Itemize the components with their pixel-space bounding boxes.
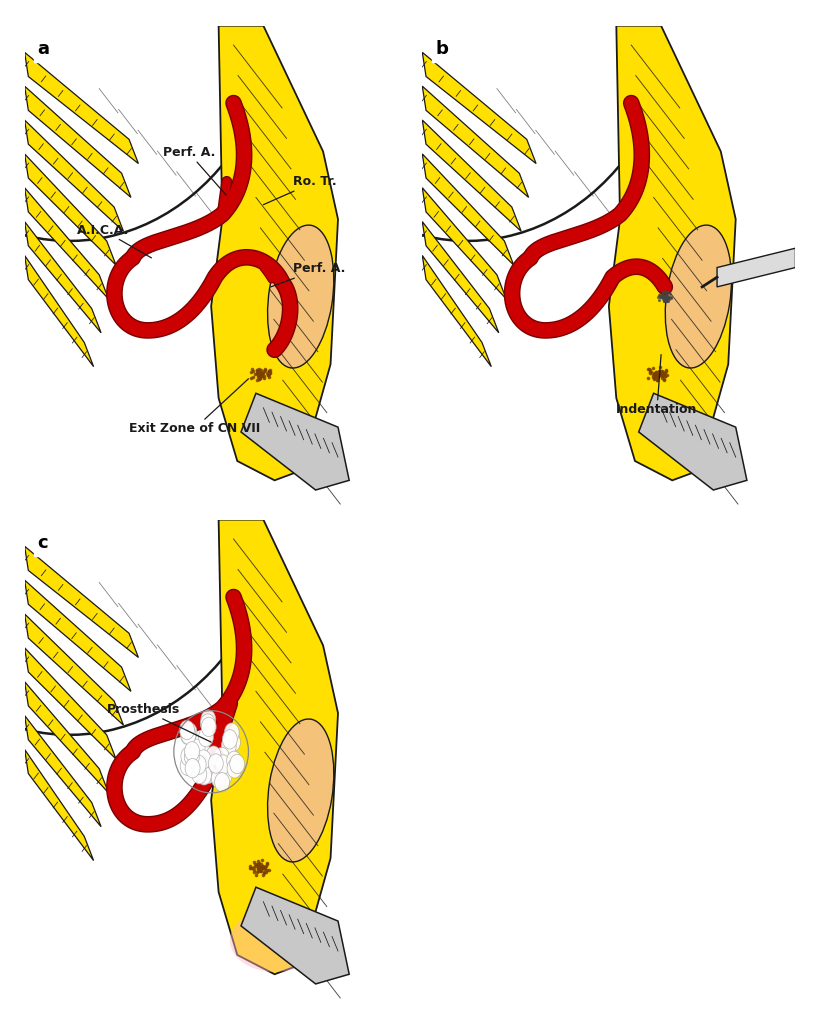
Circle shape — [201, 710, 215, 730]
Circle shape — [198, 728, 213, 747]
Circle shape — [208, 754, 223, 773]
Circle shape — [206, 746, 221, 766]
Circle shape — [211, 769, 226, 788]
Text: Exit Zone of CN VII: Exit Zone of CN VII — [129, 379, 260, 435]
Circle shape — [229, 754, 244, 774]
Circle shape — [226, 751, 242, 771]
Polygon shape — [25, 120, 124, 232]
Circle shape — [225, 733, 240, 752]
Polygon shape — [422, 86, 528, 198]
Polygon shape — [25, 580, 131, 691]
Circle shape — [181, 747, 196, 766]
Polygon shape — [25, 715, 101, 826]
Circle shape — [200, 714, 215, 734]
Ellipse shape — [267, 225, 333, 368]
Polygon shape — [422, 52, 536, 164]
Polygon shape — [422, 187, 505, 299]
Circle shape — [191, 755, 206, 775]
Ellipse shape — [229, 909, 319, 971]
Circle shape — [215, 755, 230, 774]
Polygon shape — [241, 887, 349, 984]
Polygon shape — [422, 255, 491, 366]
Polygon shape — [608, 26, 735, 481]
Circle shape — [184, 742, 199, 761]
Polygon shape — [422, 221, 498, 332]
Circle shape — [222, 730, 237, 749]
Circle shape — [192, 757, 208, 776]
Circle shape — [224, 723, 239, 742]
Circle shape — [201, 765, 216, 783]
Polygon shape — [422, 120, 521, 232]
Circle shape — [194, 739, 210, 758]
Circle shape — [217, 767, 232, 786]
Circle shape — [181, 725, 196, 744]
Polygon shape — [25, 255, 93, 366]
Polygon shape — [241, 393, 349, 490]
Polygon shape — [211, 26, 337, 481]
Text: Prosthesis: Prosthesis — [106, 703, 211, 742]
Polygon shape — [422, 154, 513, 265]
Circle shape — [182, 722, 197, 742]
Circle shape — [179, 720, 194, 740]
Circle shape — [215, 773, 229, 792]
Polygon shape — [25, 614, 124, 725]
Text: b: b — [435, 40, 448, 59]
Circle shape — [214, 747, 229, 767]
Polygon shape — [716, 248, 794, 287]
Polygon shape — [25, 154, 115, 265]
Polygon shape — [25, 749, 93, 860]
Polygon shape — [25, 681, 108, 793]
Circle shape — [185, 758, 200, 778]
Polygon shape — [25, 221, 101, 332]
Circle shape — [201, 717, 216, 737]
Circle shape — [180, 756, 195, 776]
Text: A.I.C.A.: A.I.C.A. — [77, 223, 152, 258]
Polygon shape — [25, 52, 138, 164]
Text: Perf. A.: Perf. A. — [270, 262, 345, 287]
Circle shape — [180, 725, 195, 745]
Polygon shape — [25, 86, 131, 198]
Polygon shape — [638, 393, 746, 490]
Text: Indentation: Indentation — [616, 355, 697, 416]
Text: a: a — [38, 40, 50, 59]
Polygon shape — [25, 648, 115, 759]
Circle shape — [192, 765, 206, 784]
Polygon shape — [25, 546, 138, 658]
Circle shape — [221, 736, 236, 755]
Text: Ro. Tr.: Ro. Tr. — [263, 175, 337, 205]
Polygon shape — [211, 520, 337, 974]
Polygon shape — [25, 187, 108, 299]
Text: Perf. A.: Perf. A. — [162, 146, 226, 196]
Circle shape — [197, 766, 211, 785]
Ellipse shape — [664, 225, 731, 368]
Circle shape — [227, 758, 242, 778]
Ellipse shape — [267, 719, 333, 862]
Circle shape — [184, 747, 199, 767]
Circle shape — [196, 750, 210, 770]
Text: c: c — [38, 534, 48, 553]
Circle shape — [190, 739, 205, 758]
